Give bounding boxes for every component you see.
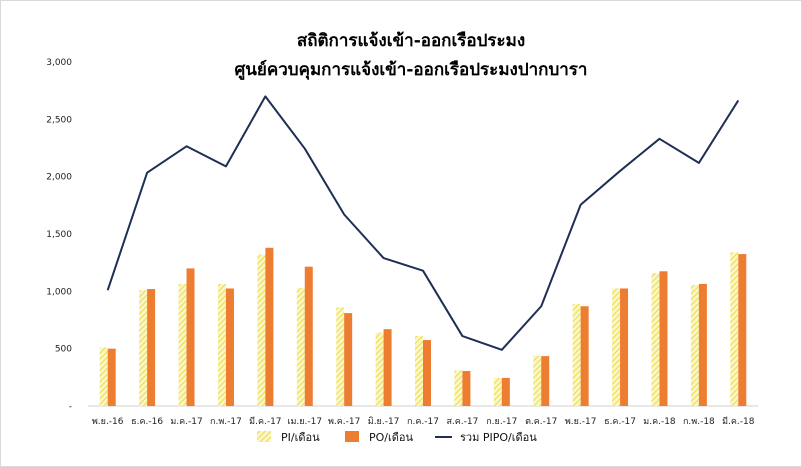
legend-label-pi: PI/เดือน [281,431,320,444]
x-tick-label: ก.พ.-17 [210,417,242,427]
bar-po [186,268,195,406]
bar-pi [296,287,305,406]
bar-po [462,371,471,406]
x-tick-label: เม.ย.-17 [287,417,322,427]
y-tick-label: 2,000 [46,173,72,183]
bar-pi [375,332,384,406]
x-tick-label: มี.ค.-18 [722,416,755,427]
chart-title-line-1: สถิติการแจ้งเข้า-ออกเรือประมง [297,30,525,51]
legend: PI/เดือน PO/เดือน รวม PIPO/เดือน [257,431,537,444]
x-tick-label: มิ.ย.-17 [368,416,400,427]
bar-pi [178,283,187,406]
x-tick-label: ก.ย.-17 [486,417,517,427]
bar-pi [454,370,463,406]
bar-pi [415,336,423,406]
bar-po [423,340,431,406]
y-axis: - 500 1,000 1,500 2,000 2,500 3,000 [46,58,72,412]
bar-po [304,266,313,406]
bar-po [501,377,510,406]
x-tick-label: ม.ค.-17 [170,417,202,427]
y-tick-label: 1,500 [46,230,72,240]
bar-pi [651,272,660,406]
bar-po [383,329,392,406]
y-tick-label: - [69,402,72,412]
y-tick-label: 2,500 [46,115,72,125]
legend-label-po: PO/เดือน [369,431,414,444]
bar-pi [730,252,739,406]
bar-po [541,356,550,406]
x-tick-label: พ.ค.-17 [328,417,360,427]
bar-po [265,247,274,406]
legend-item-pi: PI/เดือน [257,431,320,444]
x-axis: พ.ย.-16 ธ.ค.-16 ม.ค.-17 ก.พ.-17 มี.ค.-17 เม.ย… [92,416,755,427]
total-line-group [106,95,740,351]
bar-pi [690,285,699,406]
bar-po [698,283,707,406]
legend-item-po: PO/เดือน [345,431,414,444]
bar-po [620,288,629,406]
x-tick-label: พ.ย.-17 [565,417,597,427]
x-tick-label: ม.ค.-18 [643,417,676,427]
x-tick-label: มี.ค.-17 [249,416,281,427]
x-tick-label: ส.ค.-17 [446,417,478,427]
x-tick-label: ก.ค.-17 [407,417,439,427]
bar-pi [99,347,108,406]
y-tick-label: 500 [55,345,72,355]
bar-pi [139,290,148,406]
bar-pi [257,254,266,406]
bar-pi [217,283,226,406]
bar-po [225,288,234,406]
x-tick-label: พ.ย.-16 [92,417,124,427]
bar-pi [493,377,502,406]
bar-po [344,313,353,406]
legend-label-total: รวม PIPO/เดือน [460,431,537,444]
bar-po [107,348,116,406]
legend-item-total: รวม PIPO/เดือน [435,431,537,444]
bar-po [580,306,589,406]
bar-pi [612,288,621,406]
legend-swatch-pi [257,431,271,442]
x-tick-label: ต.ค.-17 [525,417,557,427]
bars-group [99,247,747,406]
bar-po [738,254,747,406]
bar-pi [533,355,542,406]
y-tick-label: 1,000 [46,287,72,297]
bar-po [659,271,668,406]
x-tick-label: ก.พ.-18 [683,417,715,427]
legend-swatch-po [345,431,359,442]
x-tick-label: ธ.ค.-16 [131,417,163,427]
y-tick-label: 3,000 [46,58,72,68]
bar-pi [572,303,581,406]
bar-po [147,289,156,406]
bar-pi [336,307,345,406]
x-tick-label: ธ.ค.-17 [604,417,636,427]
chart-title-line-2: ศูนย์ควบคุมการแจ้งเข้า-ออกเรือประมงปากบา… [235,59,588,81]
